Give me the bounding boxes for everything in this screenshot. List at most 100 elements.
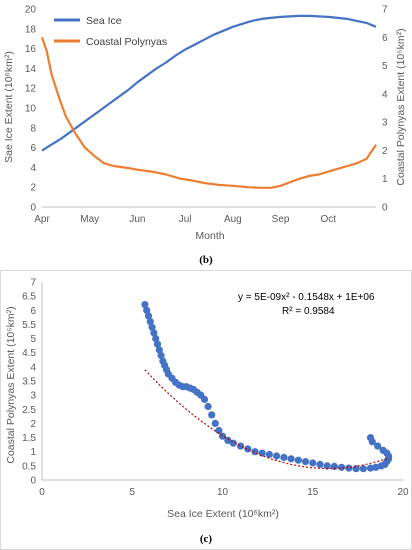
chart-c-point — [153, 340, 162, 348]
chart-c-point — [273, 452, 281, 460]
chart-b-ytick-left: 20 — [25, 5, 37, 16]
chart-b-ytick-left: 10 — [25, 104, 37, 115]
legend-polynya-label: Coastal Polynyas — [86, 36, 167, 48]
chart-b-xtick: Sep — [272, 214, 290, 225]
chart-c-point — [294, 456, 302, 464]
chart-b-ytick-right: 4 — [382, 89, 388, 100]
panel-label-b: (b) — [199, 254, 213, 266]
chart-c-ytick: 2 — [30, 419, 36, 430]
chart-c-xlabel: Sea Ice Extent (10⁶km²) — [167, 508, 279, 520]
chart-c-point — [211, 419, 219, 427]
chart-b-ytick-left: 18 — [25, 24, 37, 35]
chart-c-ytick: 6.5 — [22, 292, 36, 303]
chart-b-ytick-right: 7 — [382, 5, 388, 16]
chart-b-legend: Sea Ice Coastal Polynyas — [54, 15, 167, 48]
chart-c-point — [316, 460, 324, 468]
chart-b-ytick-right: 5 — [382, 61, 388, 72]
chart-c-xtick: 10 — [217, 487, 229, 498]
chart-b-series — [40, 14, 377, 189]
chart-c-ytick: 3 — [30, 391, 36, 402]
chart-c-ytick: 5.5 — [22, 320, 36, 331]
chart-c-equation: y = 5E-09x² - 0.1548x + 1E+06 — [238, 292, 375, 303]
chart-b-ytick-right: 1 — [382, 174, 388, 185]
chart-b-ytick-right: 6 — [382, 33, 388, 44]
chart-c-point — [359, 465, 367, 473]
chart-c-point — [150, 329, 158, 337]
chart-c-ytick: 1.5 — [22, 433, 36, 444]
chart-b-ytick-right: 2 — [382, 146, 388, 157]
chart-b-ytick-left: 2 — [30, 183, 36, 194]
chart-b-ytick-left: 4 — [30, 163, 36, 174]
chart-b-ytick-left: 0 — [30, 203, 36, 214]
chart-c-point — [379, 446, 387, 454]
chart-c-point — [258, 449, 266, 457]
chart-c-axes: 0 5 10 15 20 0 0.5 1 1.5 2 2.5 3 3.5 4 4.5 5 5.5 6 6.5 7 — [22, 278, 409, 499]
chart-c-point — [330, 462, 338, 470]
chart-b-ytick-left: 16 — [25, 44, 37, 55]
chart-b-xtick: Jun — [129, 214, 145, 225]
chart-c-point — [301, 458, 310, 466]
chart-c-point — [237, 442, 245, 450]
chart-c-ylabel: Coastal Polynyas Extent (10⁵km²) — [5, 306, 17, 463]
chart-c-point — [265, 450, 273, 459]
chart-c-rsquared: R² = 0.9584 — [282, 306, 335, 317]
chart-b-xtick: May — [80, 214, 99, 225]
chart-c-ytick: 0.5 — [22, 461, 36, 472]
chart-b-ytick-left: 12 — [25, 84, 37, 95]
chart-c-ytick: 3.5 — [22, 377, 36, 388]
chart-c-point — [143, 306, 151, 314]
chart-c-ytick: 4.5 — [22, 348, 36, 359]
chart-c-point — [374, 442, 382, 450]
chart-b-xtick: Oct — [321, 214, 337, 225]
chart-c-ytick: 5 — [30, 334, 36, 345]
chart-c-point — [204, 402, 212, 411]
chart-c-point — [218, 432, 227, 440]
chart-c-point — [287, 455, 295, 463]
chart-c-point — [148, 323, 156, 331]
chart-b-ytick-left: 14 — [25, 64, 37, 75]
chart-c-point — [323, 462, 331, 470]
chart-c-point — [280, 453, 288, 461]
chart-c-point — [215, 426, 223, 435]
sea-ice-line — [41, 14, 377, 152]
legend-sea-ice-label: Sea Ice — [86, 15, 122, 27]
chart-b-ytick-left: 8 — [30, 123, 36, 134]
panel-label-c: (c) — [200, 533, 213, 545]
chart-c-point — [208, 411, 216, 419]
chart-c-point — [155, 346, 163, 354]
chart-c-point — [144, 312, 153, 320]
chart-c-point — [338, 463, 346, 471]
chart-c-point — [152, 335, 160, 343]
chart-c: 0 5 10 15 20 0 0.5 1 1.5 2 2.5 3 3.5 4 4.5 5 5.5 6 6.5 7 y … — [0, 270, 412, 550]
chart-b-xlabel: Month — [195, 230, 224, 242]
chart-c-xtick: 15 — [307, 487, 319, 498]
chart-b-ylabel-right: Coastal Polynyas Extent (10⁵km²) — [395, 28, 407, 185]
chart-c-ytick: 6 — [30, 306, 36, 317]
chart-c-point — [345, 464, 353, 472]
chart-c-point — [372, 463, 380, 471]
chart-c-xtick: 5 — [129, 487, 135, 498]
chart-c-ytick: 1 — [30, 447, 36, 458]
chart-c-point — [141, 301, 149, 309]
polynya-line — [40, 36, 377, 189]
chart-c-ytick: 0 — [30, 476, 36, 487]
chart-c-xtick: 0 — [39, 487, 45, 498]
chart-b-ytick-right: 3 — [382, 118, 388, 129]
chart-c-point — [157, 351, 165, 360]
chart-c-ytick: 2.5 — [22, 405, 36, 416]
chart-b-ytick-right: 0 — [382, 203, 388, 214]
chart-c-point — [366, 434, 375, 442]
chart-c-point — [224, 436, 232, 444]
chart-b-xtick: Apr — [34, 214, 50, 225]
chart-c-point — [244, 445, 252, 453]
chart-c-ytick: 4 — [30, 362, 36, 373]
chart-b-xtick: Jul — [179, 214, 192, 225]
chart-c-point — [309, 459, 317, 467]
chart-c-point — [200, 395, 209, 403]
chart-c-points — [141, 301, 393, 473]
chart-b-xtick: Aug — [224, 214, 242, 225]
chart-c-xtick: 20 — [397, 487, 409, 498]
chart-b-ytick-left: 6 — [30, 143, 36, 154]
